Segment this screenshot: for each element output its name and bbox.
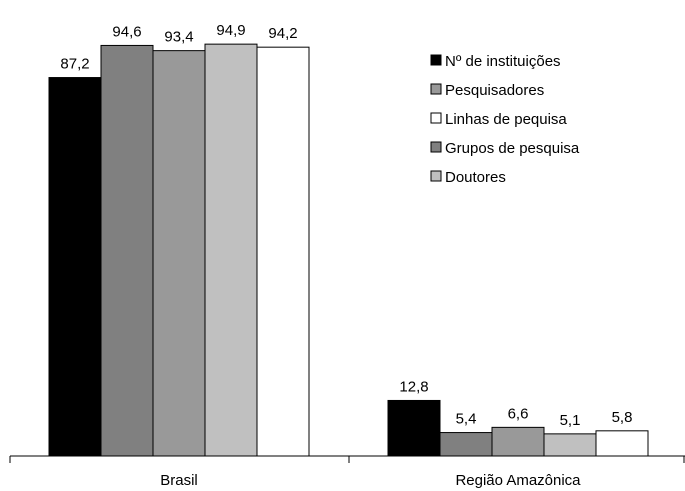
value-label: 5,1 <box>560 412 581 429</box>
legend-label: Doutores <box>445 169 506 186</box>
legend-swatch <box>430 83 442 95</box>
value-label: 87,2 <box>60 56 89 73</box>
bar-brasil-1 <box>100 44 154 457</box>
bar-regiao-amazonica-1 <box>439 432 493 457</box>
bar-regiao-amazonica-0 <box>387 399 441 457</box>
value-labels-layer: 87,2 94,6 93,4 94,9 94,2 12,8 5,4 6,6 5,1 5,8 <box>60 22 632 429</box>
value-label: 6,6 <box>508 405 529 422</box>
value-label: 94,6 <box>112 23 141 40</box>
legend-swatch <box>430 112 442 124</box>
value-label: 12,8 <box>399 378 428 395</box>
legend-label: Nº de instituições <box>445 53 561 70</box>
value-label: 94,9 <box>216 22 245 39</box>
bar-brasil-4 <box>256 46 310 457</box>
legend: Nº de instituições Pesquisadores Linhas de… <box>430 53 580 186</box>
value-label: 5,8 <box>612 409 633 426</box>
legend-label: Grupos de pesquisa <box>445 140 580 157</box>
x-tick-label: Brasil <box>160 472 198 489</box>
x-axis: Brasil Região Amazônica <box>9 455 685 489</box>
bars-layer <box>48 43 649 457</box>
legend-label: Pesquisadores <box>445 82 544 99</box>
value-label: 93,4 <box>164 29 193 46</box>
value-label: 5,4 <box>456 411 477 428</box>
legend-swatch <box>430 141 442 153</box>
bar-regiao-amazonica-4 <box>595 430 649 457</box>
legend-swatch <box>430 54 442 66</box>
bar-brasil-2 <box>152 50 206 457</box>
x-tick-label: Região Amazônica <box>455 472 581 489</box>
bar-brasil-0 <box>48 77 102 457</box>
bar-regiao-amazonica-2 <box>491 426 545 457</box>
value-label: 94,2 <box>268 25 297 42</box>
bar-brasil-3 <box>204 43 258 457</box>
bar-regiao-amazonica-3 <box>543 433 597 457</box>
legend-label: Linhas de pequisa <box>445 111 567 128</box>
legend-swatch <box>430 170 442 182</box>
